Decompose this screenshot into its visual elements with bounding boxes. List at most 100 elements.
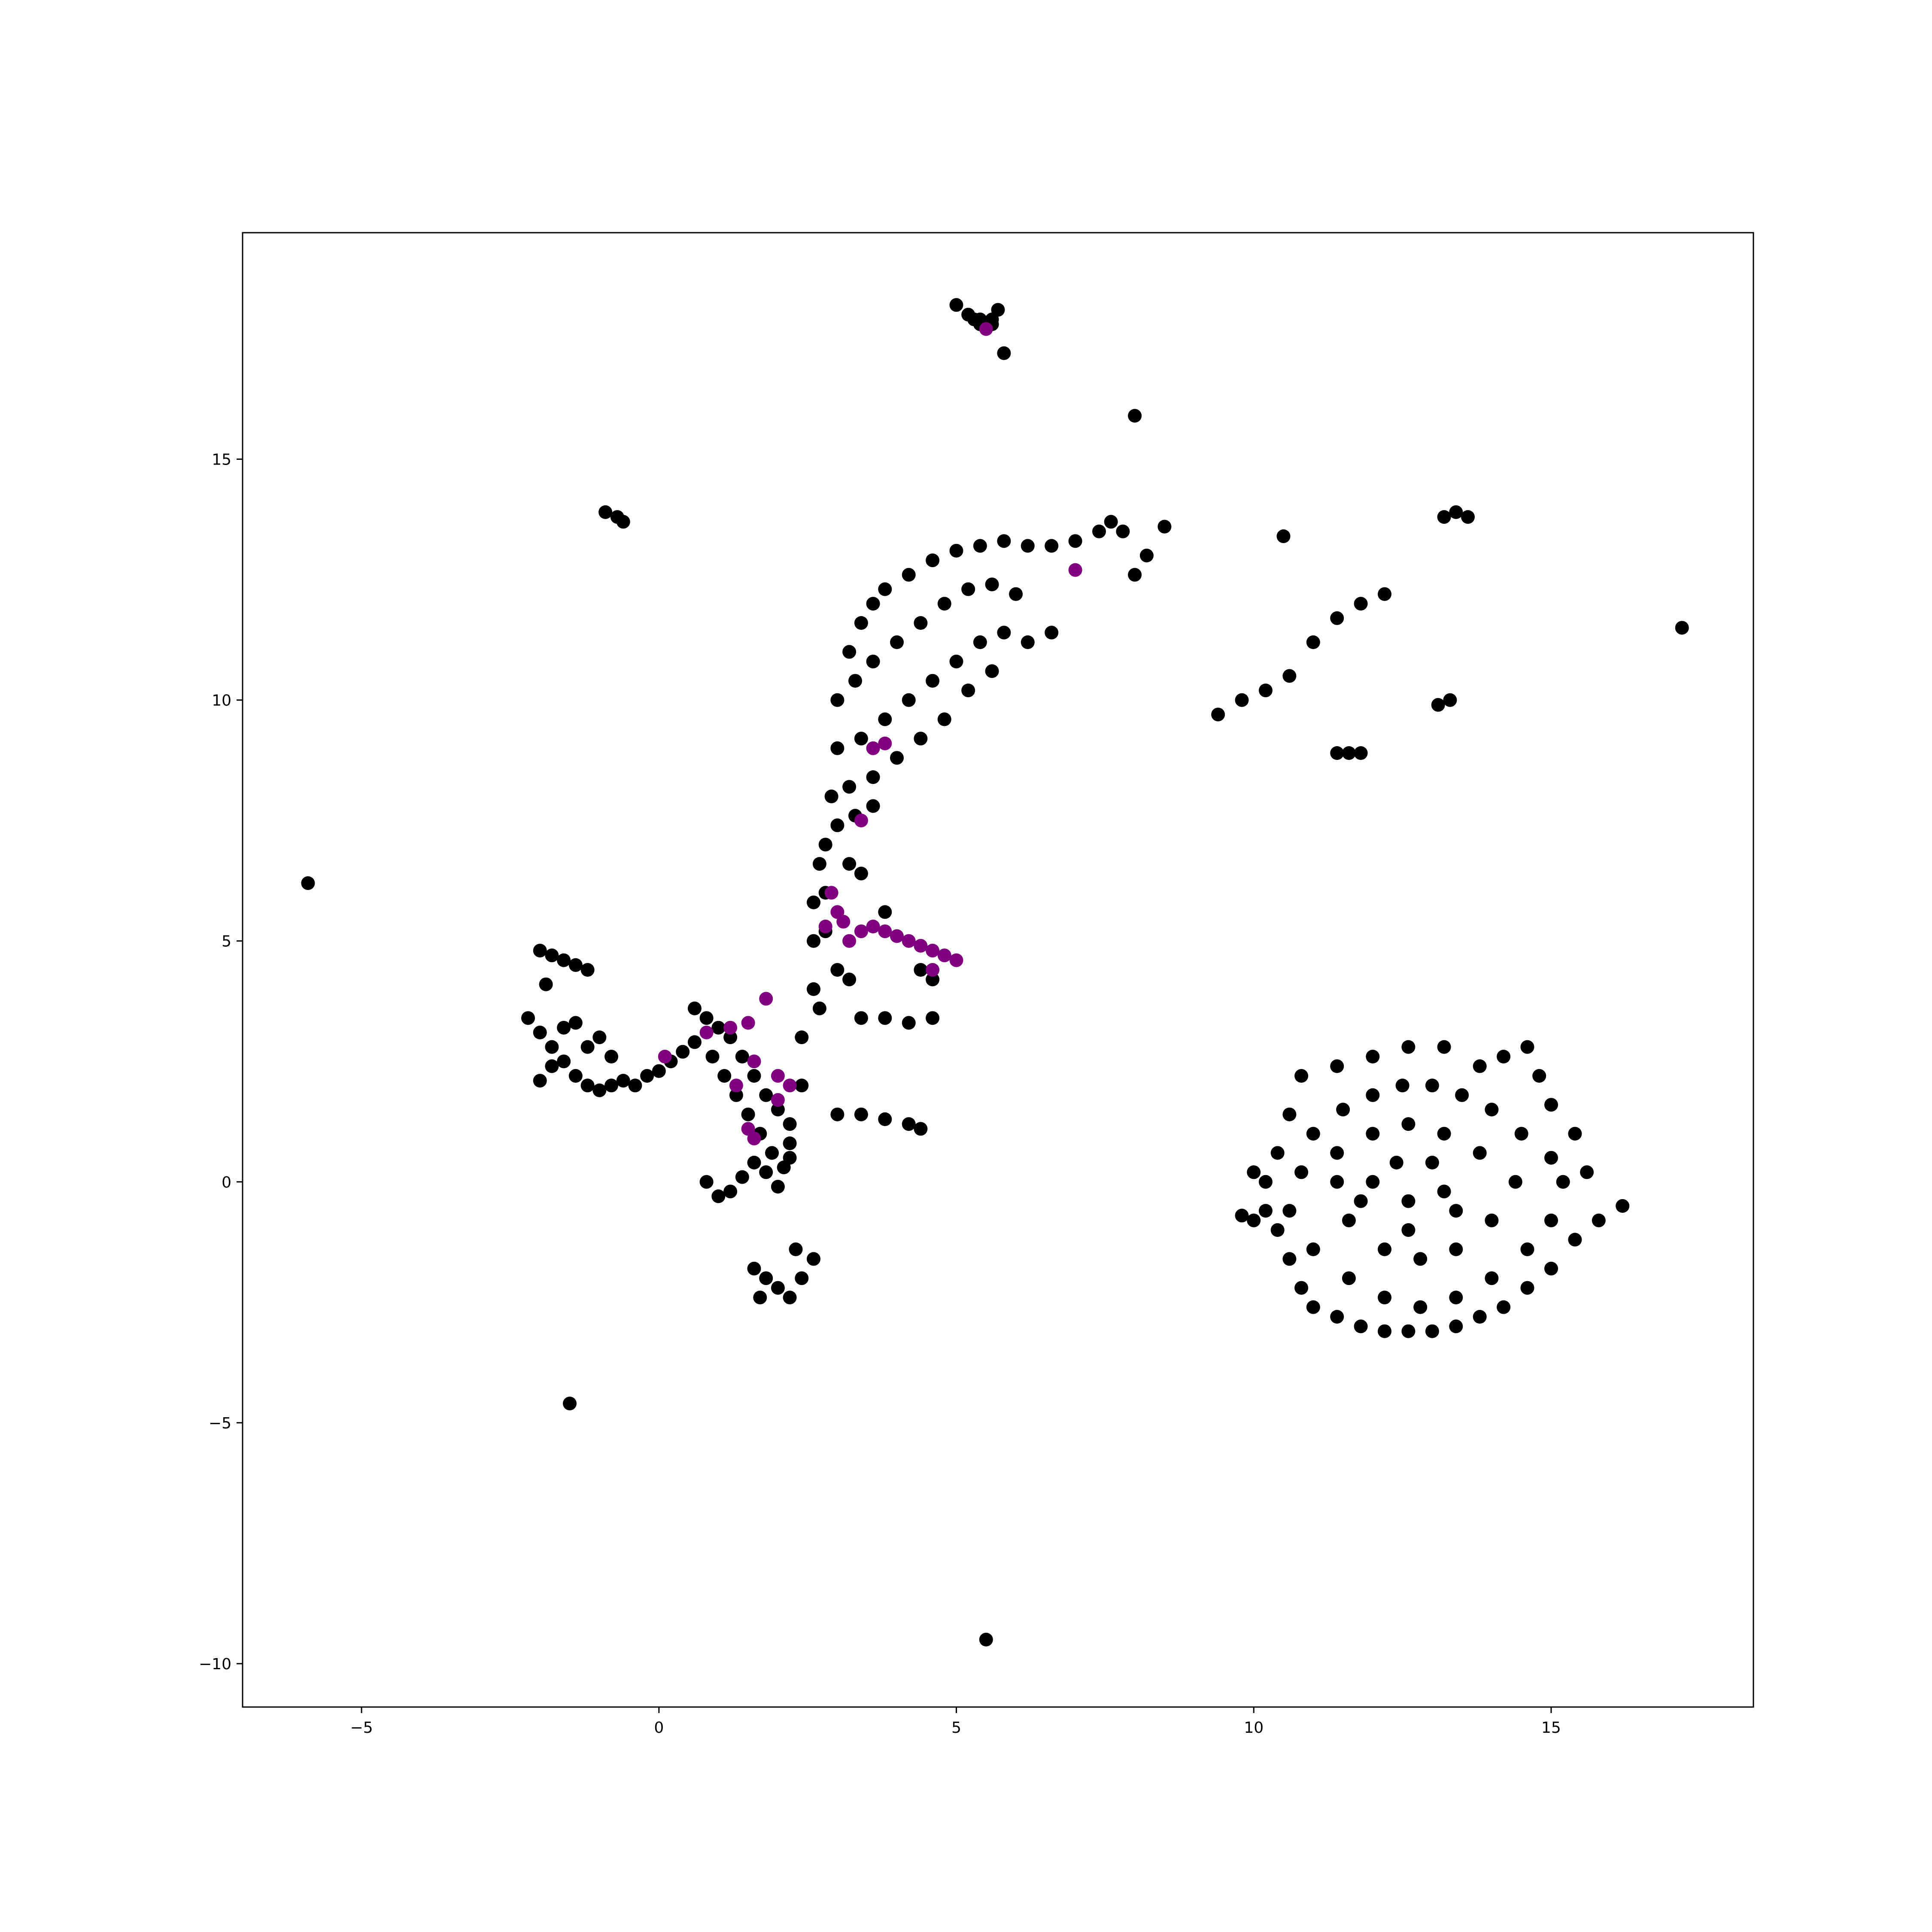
point-66 <box>747 1069 761 1083</box>
point-26 <box>1211 708 1225 722</box>
point-17 <box>1675 621 1689 635</box>
point-142 <box>961 683 975 698</box>
highlight-point-7 <box>836 914 851 929</box>
highlight-point-16 <box>926 944 940 958</box>
point-227 <box>1401 1117 1416 1131</box>
highlight-point-17 <box>937 948 951 963</box>
point-45 <box>652 1064 666 1078</box>
point-219 <box>1413 1300 1428 1314</box>
point-102 <box>830 693 844 707</box>
point-223 <box>1282 1204 1297 1218</box>
point-213 <box>1544 1151 1558 1165</box>
point-119 <box>1157 519 1172 534</box>
point-244 <box>1449 1204 1463 1218</box>
highlight-point-27 <box>783 1078 797 1093</box>
point-22 <box>1431 698 1445 712</box>
point-20 <box>1461 510 1475 524</box>
x-tick-label: 15 <box>1541 1719 1561 1737</box>
axes-frame <box>242 232 1754 1708</box>
point-12 <box>616 515 630 529</box>
point-144 <box>1045 626 1059 640</box>
point-89 <box>783 1291 797 1305</box>
point-149 <box>854 866 868 881</box>
point-105 <box>866 597 880 611</box>
point-126 <box>961 582 975 596</box>
point-156 <box>854 1011 868 1025</box>
point-51 <box>557 1021 571 1035</box>
point-124 <box>914 616 928 630</box>
point-198 <box>1330 1059 1344 1073</box>
point-97 <box>807 934 820 948</box>
highlight-point-29 <box>771 1093 785 1107</box>
point-185 <box>1568 1233 1582 1247</box>
point-132 <box>926 674 940 688</box>
point-123 <box>890 635 904 649</box>
point-40 <box>592 1083 607 1097</box>
point-147 <box>866 799 880 813</box>
point-237 <box>1366 1175 1380 1189</box>
point-111 <box>997 534 1011 548</box>
point-65 <box>735 1050 749 1063</box>
point-56 <box>533 944 547 958</box>
point-187 <box>1616 1199 1630 1213</box>
point-52 <box>568 1016 583 1030</box>
point-114 <box>1068 534 1082 548</box>
point-162 <box>926 972 940 987</box>
point-207 <box>1366 1088 1380 1102</box>
point-136 <box>1021 635 1035 649</box>
highlight-point-1 <box>1068 563 1082 577</box>
y-tick-label: 0 <box>222 1174 231 1191</box>
point-220 <box>1378 1291 1391 1305</box>
point-155 <box>812 1001 826 1015</box>
point-224 <box>1294 1165 1309 1179</box>
point-150 <box>812 857 826 871</box>
point-79 <box>711 1189 726 1203</box>
point-43 <box>628 1078 642 1093</box>
point-181 <box>1473 1310 1487 1324</box>
point-70 <box>705 1050 720 1063</box>
point-101 <box>830 741 844 755</box>
point-172 <box>1282 1252 1297 1266</box>
highlight-point-3 <box>878 736 892 750</box>
point-163 <box>830 1107 844 1121</box>
point-171 <box>1270 1223 1285 1237</box>
point-96 <box>807 982 820 996</box>
point-122 <box>866 654 880 668</box>
highlight-point-13 <box>890 929 904 943</box>
point-228 <box>1437 1127 1451 1141</box>
point-243 <box>1401 1223 1416 1237</box>
point-95 <box>795 1030 809 1045</box>
point-204 <box>1247 1213 1261 1227</box>
point-190 <box>1544 1098 1558 1112</box>
point-94 <box>795 1078 809 1093</box>
point-169 <box>1247 1165 1261 1179</box>
y-tick-label: −10 <box>199 1656 231 1673</box>
point-197 <box>1366 1050 1380 1063</box>
point-158 <box>902 1016 916 1030</box>
point-127 <box>985 577 999 592</box>
point-3 <box>949 298 963 312</box>
point-19 <box>1437 510 1451 524</box>
point-195 <box>1437 1040 1451 1054</box>
x-tick-label: −5 <box>350 1719 373 1737</box>
point-230 <box>1508 1175 1522 1189</box>
point-78 <box>699 1175 714 1189</box>
point-110 <box>973 539 987 553</box>
point-157 <box>878 1011 892 1025</box>
y-axis: −10 −5 0 5 10 15 <box>199 451 243 1673</box>
point-117 <box>1116 524 1130 538</box>
highlight-point-0 <box>979 322 993 336</box>
point-148 <box>842 857 857 871</box>
point-99 <box>818 838 832 852</box>
point-50 <box>545 1059 559 1073</box>
point-210 <box>1455 1088 1469 1102</box>
point-61 <box>539 977 553 991</box>
point-106 <box>878 582 892 596</box>
point-174 <box>1306 1300 1320 1314</box>
point-216 <box>1520 1242 1534 1256</box>
point-84 <box>771 1180 785 1194</box>
highlight-point-15 <box>914 939 928 953</box>
point-57 <box>545 948 559 963</box>
point-241 <box>1389 1155 1403 1170</box>
point-25 <box>1330 746 1344 760</box>
